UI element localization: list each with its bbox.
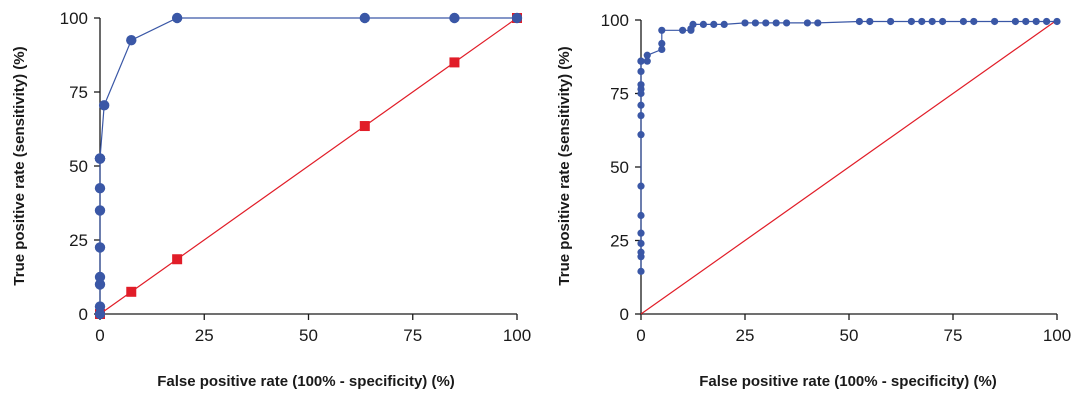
y-axis-title: True positive rate (sensitivity) (%) bbox=[556, 46, 573, 285]
y-tick-label: 50 bbox=[69, 157, 88, 176]
x-tick-label: 50 bbox=[299, 326, 318, 345]
x-tick-label: 25 bbox=[195, 326, 214, 345]
data-point bbox=[970, 17, 978, 26]
x-tick-label: 0 bbox=[95, 326, 104, 345]
data-point bbox=[126, 286, 137, 297]
data-point bbox=[720, 20, 728, 29]
data-point bbox=[449, 57, 460, 68]
data-point bbox=[637, 248, 645, 256]
data-point bbox=[689, 20, 697, 29]
data-point bbox=[94, 301, 106, 312]
data-point bbox=[1053, 17, 1061, 26]
data-point bbox=[359, 12, 370, 24]
data-point bbox=[699, 20, 708, 29]
x-tick-label: 75 bbox=[403, 326, 422, 345]
right-roc-chart: 0 25 50 75 100 0 25 50 75 100 False positive rate … bbox=[556, 11, 1071, 390]
data-point bbox=[814, 19, 822, 27]
y-tick-label: 0 bbox=[620, 305, 629, 324]
data-point bbox=[637, 101, 645, 109]
data-point bbox=[94, 205, 106, 216]
x-tick-label: 75 bbox=[944, 326, 963, 345]
data-point bbox=[637, 229, 645, 237]
data-point bbox=[637, 182, 645, 190]
data-point bbox=[511, 12, 523, 24]
data-point bbox=[741, 19, 749, 27]
data-point bbox=[637, 267, 645, 275]
data-point bbox=[126, 35, 137, 46]
y-tick-label: 100 bbox=[60, 9, 88, 28]
data-point bbox=[803, 19, 812, 27]
data-point bbox=[939, 17, 947, 26]
data-point bbox=[959, 17, 968, 26]
data-point bbox=[762, 19, 770, 27]
x-axis-title: False positive rate (100% - specificity)… bbox=[699, 373, 997, 390]
y-tick-label: 25 bbox=[610, 232, 629, 251]
series-line bbox=[640, 20, 1057, 272]
data-point bbox=[783, 19, 791, 27]
data-point bbox=[94, 279, 106, 290]
x-tick-label: 100 bbox=[503, 326, 531, 345]
x-axis-title: False positive rate (100% - specificity)… bbox=[157, 373, 455, 390]
data-point bbox=[637, 239, 645, 248]
y-tick-label: 50 bbox=[610, 158, 629, 177]
data-point bbox=[1022, 17, 1030, 26]
data-point bbox=[928, 17, 936, 26]
data-point bbox=[637, 57, 645, 65]
data-point bbox=[1043, 17, 1051, 26]
y-tick-label: 25 bbox=[69, 231, 88, 250]
y-tick-label: 0 bbox=[79, 305, 88, 324]
data-point bbox=[918, 17, 926, 26]
y-axis-title: True positive rate (sensitivity) (%) bbox=[11, 46, 28, 285]
series-line bbox=[640, 19, 1058, 315]
data-point bbox=[658, 45, 666, 54]
data-point bbox=[887, 17, 895, 26]
data-point bbox=[637, 81, 645, 89]
data-point bbox=[637, 131, 645, 139]
data-point bbox=[94, 271, 106, 283]
data-point bbox=[855, 17, 864, 26]
data-point bbox=[449, 12, 460, 24]
y-tick-label: 100 bbox=[601, 11, 629, 30]
y-tick-label: 75 bbox=[69, 83, 88, 102]
data-point bbox=[98, 100, 110, 111]
data-point bbox=[94, 242, 106, 253]
data-point bbox=[643, 51, 651, 59]
data-point bbox=[658, 26, 666, 34]
data-point bbox=[643, 57, 651, 65]
data-point bbox=[866, 17, 874, 26]
data-point bbox=[658, 39, 666, 48]
data-point bbox=[907, 17, 916, 26]
x-tick-label: 25 bbox=[736, 326, 755, 345]
data-point bbox=[94, 183, 106, 194]
y-tick-label: 75 bbox=[610, 85, 629, 104]
data-point bbox=[637, 111, 645, 120]
x-tick-label: 0 bbox=[636, 326, 645, 345]
data-point bbox=[172, 254, 183, 265]
data-point bbox=[751, 19, 760, 27]
data-point bbox=[171, 12, 183, 24]
data-point bbox=[359, 121, 370, 132]
data-point bbox=[94, 308, 106, 320]
data-point bbox=[772, 19, 780, 27]
series-line bbox=[99, 17, 518, 315]
left-roc-chart: 0 25 50 75 100 0 25 50 75 100 False positive rate … bbox=[11, 9, 531, 390]
data-point bbox=[1032, 17, 1040, 26]
data-point bbox=[1011, 17, 1020, 26]
data-point bbox=[710, 20, 718, 29]
data-point bbox=[637, 67, 645, 76]
x-tick-label: 100 bbox=[1043, 326, 1071, 345]
x-tick-label: 50 bbox=[840, 326, 859, 345]
data-point bbox=[94, 153, 106, 164]
data-point bbox=[991, 17, 999, 26]
data-point bbox=[679, 26, 687, 34]
data-point bbox=[637, 211, 645, 220]
